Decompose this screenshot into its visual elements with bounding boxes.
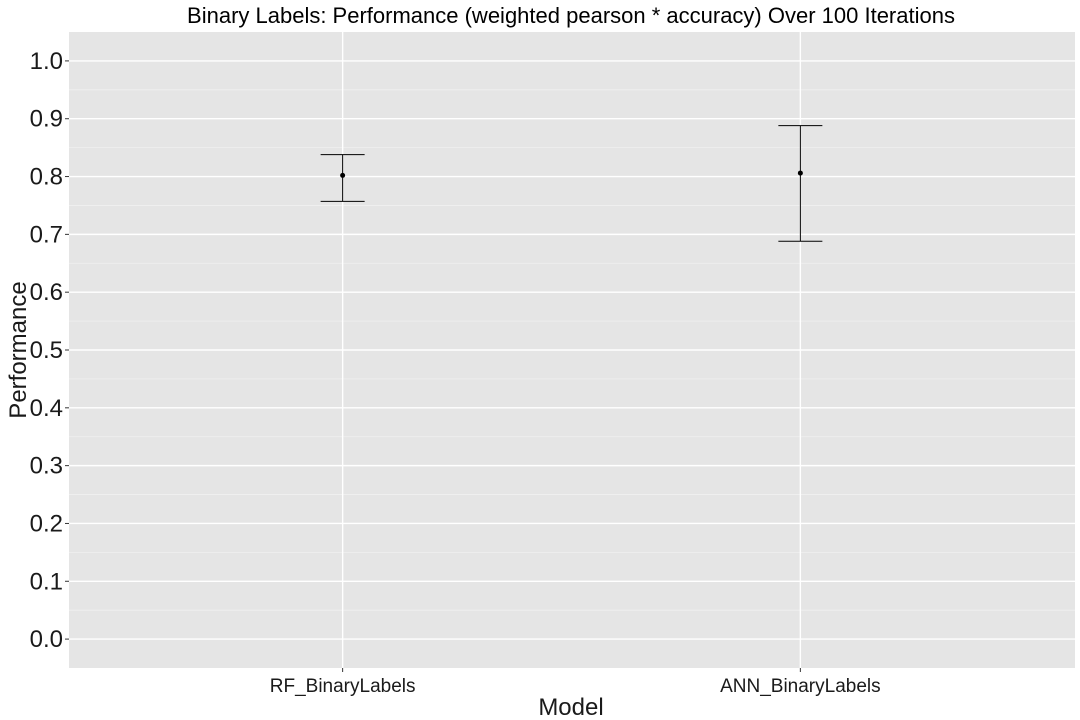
x-axis: RF_BinaryLabels ANN_BinaryLabels bbox=[270, 668, 881, 697]
x-tick-label: ANN_BinaryLabels bbox=[720, 676, 881, 697]
y-tick-label: 0.1 bbox=[30, 568, 63, 595]
error-bar-RF_BinaryLabels bbox=[320, 154, 365, 202]
x-axis-title: Model bbox=[538, 694, 603, 720]
grid bbox=[69, 32, 1075, 668]
mean-point bbox=[340, 172, 346, 178]
y-tick-label: 0.2 bbox=[30, 510, 63, 537]
y-tick-label: 0.6 bbox=[30, 279, 63, 306]
chart-title: Binary Labels: Performance (weighted pea… bbox=[187, 3, 955, 28]
error-bars bbox=[320, 125, 823, 242]
y-axis: 0.0 0.1 0.2 0.3 0.4 0.5 0.6 0.7 0.8 0.9 1.0 bbox=[30, 48, 69, 653]
y-tick-label: 0.0 bbox=[30, 626, 63, 653]
x-tick-label: RF_BinaryLabels bbox=[270, 676, 416, 697]
error-bar-ANN_BinaryLabels bbox=[778, 125, 823, 242]
y-tick-label: 0.8 bbox=[30, 164, 63, 191]
y-tick-label: 0.7 bbox=[30, 221, 63, 248]
y-tick-label: 1.0 bbox=[30, 48, 63, 75]
y-tick-label: 0.3 bbox=[30, 453, 63, 480]
y-tick-label: 0.9 bbox=[30, 106, 63, 133]
y-axis-title: Performance bbox=[5, 281, 32, 418]
mean-point bbox=[797, 170, 803, 176]
y-tick-label: 0.5 bbox=[30, 337, 63, 364]
y-tick-label: 0.4 bbox=[30, 395, 63, 422]
